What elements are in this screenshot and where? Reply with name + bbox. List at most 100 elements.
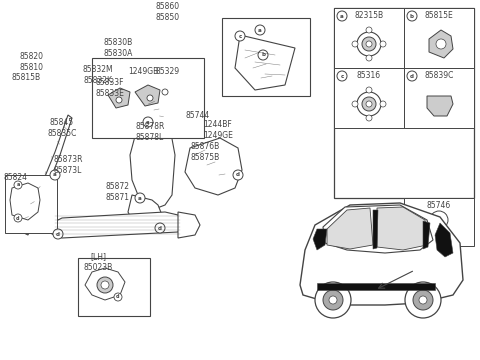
Text: 85839C: 85839C bbox=[424, 72, 454, 81]
Text: d: d bbox=[116, 294, 120, 300]
Circle shape bbox=[337, 11, 347, 21]
Circle shape bbox=[436, 39, 446, 49]
Text: d: d bbox=[158, 225, 162, 230]
Polygon shape bbox=[230, 42, 290, 92]
Circle shape bbox=[255, 25, 265, 35]
Text: b: b bbox=[261, 53, 265, 58]
Text: d: d bbox=[56, 231, 60, 237]
Circle shape bbox=[135, 193, 145, 203]
Circle shape bbox=[50, 170, 60, 180]
Circle shape bbox=[366, 115, 372, 121]
Circle shape bbox=[352, 41, 358, 47]
Text: 1244BF
1249GE: 1244BF 1249GE bbox=[203, 120, 233, 140]
Circle shape bbox=[114, 293, 122, 301]
Polygon shape bbox=[429, 30, 453, 58]
Text: 82315B: 82315B bbox=[354, 12, 384, 21]
Text: 85820
85810: 85820 85810 bbox=[20, 52, 44, 72]
Polygon shape bbox=[185, 138, 242, 195]
Polygon shape bbox=[178, 212, 200, 238]
Text: 85824: 85824 bbox=[4, 174, 28, 183]
Bar bbox=[334, 68, 404, 128]
Bar bbox=[334, 8, 404, 68]
Bar bbox=[334, 8, 474, 198]
Circle shape bbox=[366, 27, 372, 33]
Text: 85815E: 85815E bbox=[425, 12, 454, 21]
Circle shape bbox=[337, 71, 347, 81]
Text: [LH]
85023B: [LH] 85023B bbox=[84, 252, 113, 272]
Text: a: a bbox=[146, 120, 150, 125]
Text: 85746: 85746 bbox=[427, 202, 451, 211]
Circle shape bbox=[366, 41, 372, 47]
Circle shape bbox=[155, 223, 165, 233]
Polygon shape bbox=[427, 96, 453, 116]
Polygon shape bbox=[435, 226, 443, 242]
Circle shape bbox=[97, 277, 113, 293]
Text: a: a bbox=[340, 13, 344, 18]
Circle shape bbox=[362, 97, 376, 111]
Polygon shape bbox=[235, 35, 295, 90]
Polygon shape bbox=[327, 208, 373, 249]
Text: c: c bbox=[340, 73, 344, 78]
Circle shape bbox=[101, 281, 109, 289]
Text: 85872
85871: 85872 85871 bbox=[106, 182, 130, 202]
Text: b: b bbox=[410, 13, 414, 18]
Bar bbox=[5, 175, 57, 233]
Text: 85876B
85875B: 85876B 85875B bbox=[191, 142, 220, 162]
Text: a: a bbox=[53, 172, 57, 177]
Circle shape bbox=[407, 71, 417, 81]
Circle shape bbox=[53, 229, 63, 239]
Polygon shape bbox=[373, 210, 378, 249]
Polygon shape bbox=[435, 223, 453, 257]
Polygon shape bbox=[313, 229, 327, 250]
Text: 85744: 85744 bbox=[186, 111, 210, 120]
Circle shape bbox=[323, 290, 343, 310]
Text: 85830B
85830A: 85830B 85830A bbox=[103, 38, 132, 58]
Polygon shape bbox=[423, 221, 430, 249]
Circle shape bbox=[14, 181, 22, 189]
Circle shape bbox=[413, 290, 433, 310]
Polygon shape bbox=[48, 212, 182, 238]
Text: a: a bbox=[16, 183, 20, 188]
Text: 85873R
85873L: 85873R 85873L bbox=[53, 155, 83, 175]
Text: 85316: 85316 bbox=[357, 72, 381, 81]
Text: 1249GB: 1249GB bbox=[128, 68, 158, 77]
Circle shape bbox=[116, 97, 122, 103]
Bar bbox=[78, 258, 150, 316]
Circle shape bbox=[235, 31, 245, 41]
Circle shape bbox=[315, 282, 351, 318]
Circle shape bbox=[352, 101, 358, 107]
Circle shape bbox=[419, 296, 427, 304]
Text: 85860
85850: 85860 85850 bbox=[156, 2, 180, 22]
Circle shape bbox=[366, 87, 372, 93]
Circle shape bbox=[147, 95, 153, 101]
Polygon shape bbox=[85, 268, 125, 300]
Circle shape bbox=[405, 282, 441, 318]
Circle shape bbox=[258, 50, 268, 60]
Circle shape bbox=[233, 170, 243, 180]
Circle shape bbox=[430, 211, 448, 229]
Text: d: d bbox=[410, 73, 414, 78]
Bar bbox=[222, 18, 310, 96]
Circle shape bbox=[380, 101, 386, 107]
Text: d: d bbox=[236, 172, 240, 177]
Polygon shape bbox=[300, 203, 463, 305]
Polygon shape bbox=[130, 118, 175, 210]
Circle shape bbox=[329, 296, 337, 304]
Polygon shape bbox=[135, 85, 160, 106]
Circle shape bbox=[366, 101, 372, 107]
Polygon shape bbox=[317, 283, 435, 290]
Text: 85815B: 85815B bbox=[12, 73, 41, 82]
Text: 85845
85835C: 85845 85835C bbox=[48, 118, 77, 138]
Circle shape bbox=[380, 41, 386, 47]
Polygon shape bbox=[377, 207, 427, 250]
Bar bbox=[92, 58, 204, 138]
Polygon shape bbox=[10, 183, 40, 220]
Text: c: c bbox=[239, 33, 241, 39]
Bar bbox=[404, 68, 474, 128]
Circle shape bbox=[362, 37, 376, 51]
Text: 85833F
85833E: 85833F 85833E bbox=[96, 78, 124, 98]
Circle shape bbox=[366, 55, 372, 61]
Text: 85329: 85329 bbox=[156, 68, 180, 77]
Text: d: d bbox=[16, 216, 20, 220]
Text: a: a bbox=[258, 27, 262, 32]
